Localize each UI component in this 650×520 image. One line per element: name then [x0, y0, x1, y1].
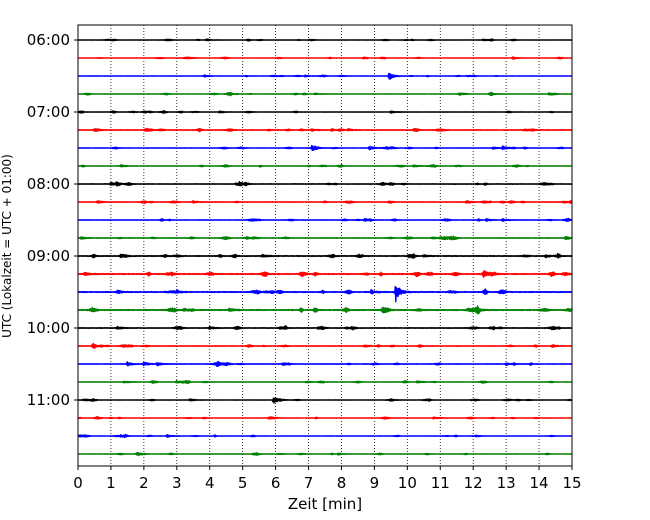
trace-row-0615 [77, 56, 573, 60]
trace-row-0700 [77, 109, 573, 114]
y-tick-label: 11:00 [27, 391, 70, 409]
trace-row-0945 [77, 305, 573, 315]
trace-row-0900 [77, 252, 573, 259]
x-tick-label: 12 [464, 474, 483, 492]
trace-row-0930 [77, 285, 573, 303]
x-tick-label: 7 [304, 474, 314, 492]
y-axis-title: UTC (Lokalzeit = UTC + 01:00) [0, 154, 14, 338]
y-tick-label: 07:00 [27, 103, 70, 121]
trace-row-0630 [77, 72, 573, 80]
trace-row-1000 [77, 324, 573, 331]
seismogram-traces [77, 38, 573, 457]
trace-row-1045 [77, 379, 573, 385]
trace-row-1030 [77, 360, 573, 367]
y-tick-label: 09:00 [27, 247, 70, 265]
x-tick-label: 13 [497, 474, 516, 492]
x-tick-label: 4 [205, 474, 215, 492]
trace-row-0915 [77, 270, 573, 278]
trace-row-1145 [77, 451, 573, 457]
trace-row-1015 [77, 342, 573, 349]
trace-row-0845 [77, 235, 573, 241]
trace-row-0730 [77, 144, 573, 152]
trace-row-0600 [77, 38, 573, 42]
x-tick-label: 0 [73, 474, 83, 492]
trace-row-0715 [77, 127, 573, 133]
x-tick-label: 8 [337, 474, 347, 492]
trace-row-1130 [77, 433, 573, 439]
x-tick-label: 6 [271, 474, 281, 492]
plot-area-frame [77, 24, 573, 467]
x-tick-label: 14 [530, 474, 549, 492]
x-tick-label: 15 [562, 474, 581, 492]
y-tick-label: 10:00 [27, 319, 70, 337]
trace-row-1115 [77, 415, 573, 420]
trace-row-0745 [77, 164, 573, 168]
x-tick-label: 9 [370, 474, 380, 492]
trace-row-1100 [77, 396, 573, 404]
x-tick-label: 11 [431, 474, 450, 492]
y-axis-ticks: 06:00 07:00 08:00 09:00 10:00 11:00 [27, 31, 78, 409]
x-tick-label: 10 [398, 474, 417, 492]
x-tick-label: 1 [106, 474, 116, 492]
x-axis-title: Zeit [min] [288, 495, 362, 513]
y-tick-label: 08:00 [27, 175, 70, 193]
trace-row-0800 [77, 181, 573, 187]
trace-row-0645 [77, 91, 573, 97]
x-tick-label: 3 [172, 474, 182, 492]
trace-row-0815 [77, 200, 573, 205]
x-axis-ticks: 0 1 2 3 4 5 6 7 8 9 10 11 12 13 14 15 [73, 466, 582, 492]
trace-row-0830 [77, 217, 573, 222]
y-tick-label: 06:00 [27, 31, 70, 49]
x-tick-label: 2 [139, 474, 149, 492]
x-tick-label: 5 [238, 474, 248, 492]
